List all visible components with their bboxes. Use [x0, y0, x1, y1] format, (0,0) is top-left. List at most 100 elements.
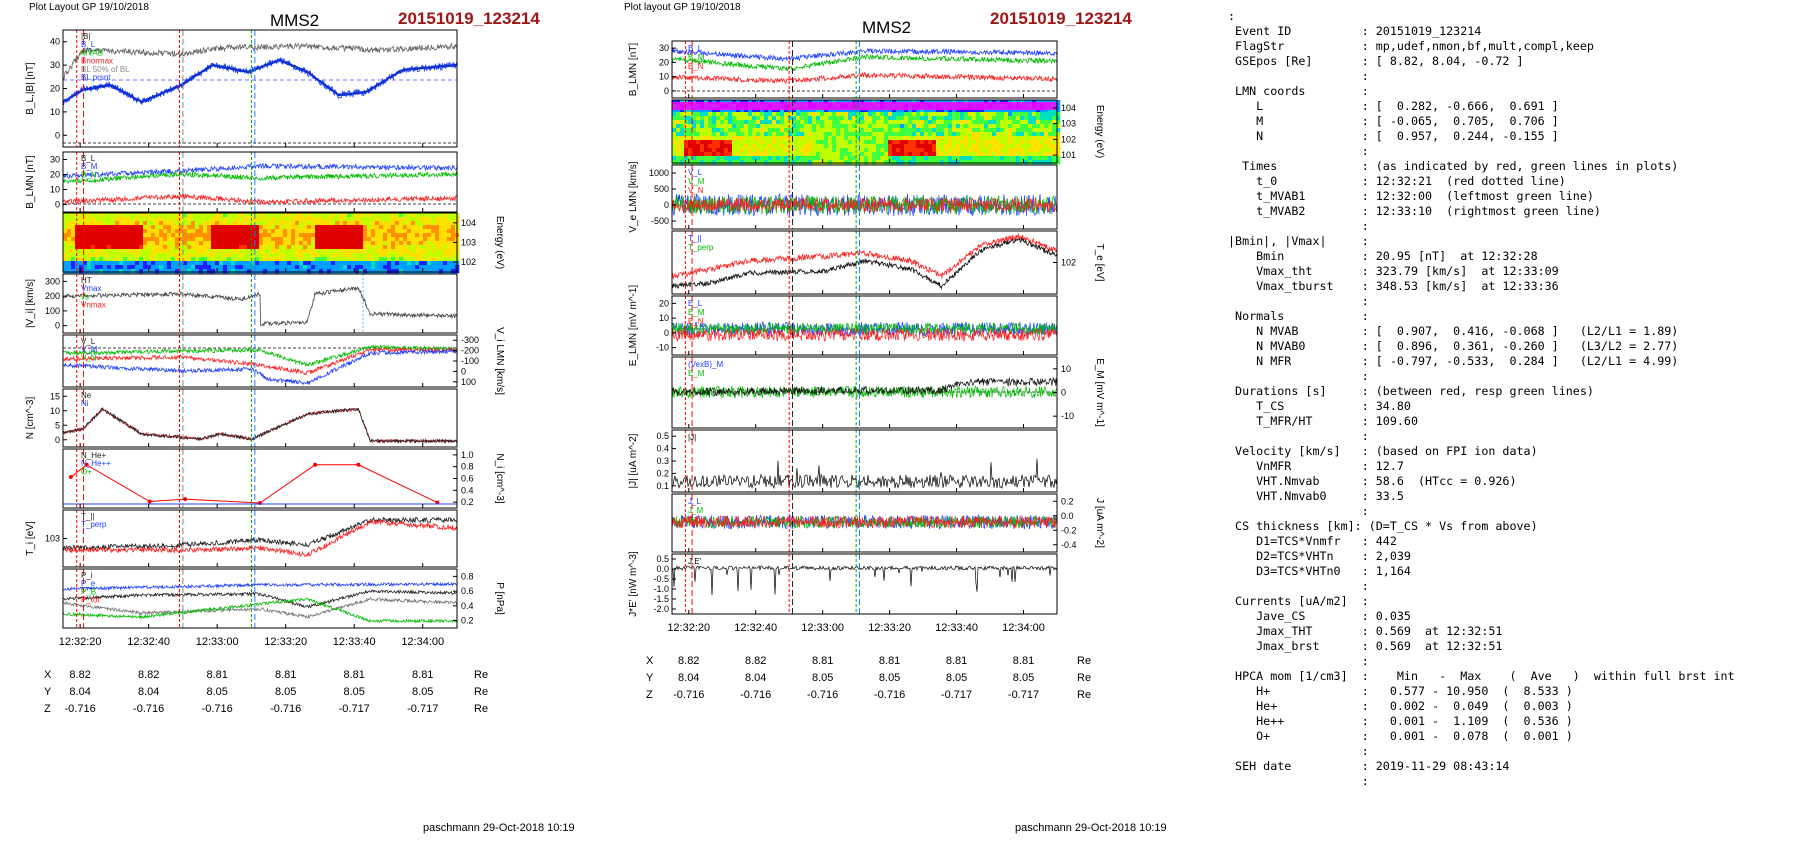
spectrogram-cell: [95, 265, 100, 270]
spectrogram-cell: [1048, 128, 1053, 133]
spectrogram-cell: [123, 261, 128, 266]
spectrogram-cell: [800, 120, 805, 125]
spectrogram-cell: [1044, 112, 1049, 117]
spectrogram-cell: [684, 144, 689, 149]
spectrogram-cell: [788, 156, 793, 161]
spectrogram-cell: [944, 120, 949, 125]
t-perp-trace: [62, 519, 458, 558]
spectrogram-cell: [828, 148, 833, 153]
spectrogram-cell: [776, 152, 781, 157]
spectrogram-cell: [812, 132, 817, 137]
spectrogram-cell: [948, 124, 953, 129]
spectrogram-cell: [303, 257, 308, 262]
spectrogram-cell: [447, 261, 452, 266]
spectrogram-cell: [824, 160, 829, 165]
spectrogram-cell: [231, 261, 236, 266]
spectrogram-cell: [1048, 120, 1053, 125]
spectrogram-cell: [239, 241, 244, 246]
spectrogram-cell: [143, 241, 148, 246]
spectrogram-cell: [247, 221, 252, 226]
spectrogram-cell: [159, 241, 164, 246]
spectrogram-cell: [323, 253, 328, 258]
spectrogram-cell: [844, 132, 849, 137]
spectrogram-cell: [451, 261, 456, 266]
spectrogram-cell: [800, 140, 805, 145]
spectrogram-cell: [267, 229, 272, 234]
spectrogram-cell: [263, 265, 268, 270]
spectrogram-cell: [736, 148, 741, 153]
spectrogram-cell: [856, 132, 861, 137]
panel-frame: [671, 493, 1058, 553]
spectrogram-cell: [291, 237, 296, 242]
spectrogram-cell: [900, 116, 905, 121]
spectrogram-cell: [339, 237, 344, 242]
spectrogram-cell: [912, 140, 917, 145]
time-tick-label: 12:32:40: [127, 636, 170, 648]
spectrogram-cell: [439, 253, 444, 258]
spectrogram-cell: [187, 237, 192, 242]
spectrogram-cell: [676, 116, 681, 121]
spectrogram-cell: [239, 221, 244, 226]
spectrogram-cell: [844, 120, 849, 125]
spectrogram-cell: [924, 128, 929, 133]
spectrogram-cell: [163, 233, 168, 238]
spectrogram-cell: [724, 112, 729, 117]
spectrogram-cell: [672, 108, 677, 113]
spectrogram-cell: [884, 132, 889, 137]
spectrogram-cell: [920, 140, 925, 145]
spectrogram-cell: [119, 249, 124, 254]
spectrogram-cell: [1048, 140, 1053, 145]
spectrogram-cell: [828, 108, 833, 113]
spectrogram-cell: [748, 140, 753, 145]
spectrogram-cell: [171, 233, 176, 238]
spectrogram-cell: [387, 253, 392, 258]
spectrogram-cell: [736, 116, 741, 121]
spectrogram-cell: [996, 124, 1001, 129]
spectrogram-cell: [952, 128, 957, 133]
spectrogram-cell: [748, 152, 753, 157]
spectrogram-cell: [960, 144, 965, 149]
spectrogram-cell: [820, 124, 825, 129]
spectrogram-cell: [1016, 112, 1021, 117]
spectrogram-cell: [107, 213, 112, 218]
spectrogram-cell: [323, 213, 328, 218]
spectrogram-cell: [95, 213, 100, 218]
spectrogram-cell: [672, 132, 677, 137]
spectrogram-cell: [752, 156, 757, 161]
spectrogram-cell: [355, 229, 360, 234]
y-axis-label: V_e LMN [km/s]: [628, 161, 639, 232]
spectrogram-cell: [391, 245, 396, 250]
spectrogram-cell: [964, 108, 969, 113]
spectrogram-cell: [824, 148, 829, 153]
spectrogram-cell: [207, 269, 212, 274]
spectrogram-cell: [936, 120, 941, 125]
spectrogram-cell: [315, 269, 320, 274]
spectrogram-cell: [852, 124, 857, 129]
spectrogram-cell: [439, 225, 444, 230]
position-value: 8.04: [678, 672, 699, 684]
spectrogram-cell: [1000, 160, 1005, 165]
spectrogram-cell: [960, 140, 965, 145]
spectrogram-cell: [407, 269, 412, 274]
spectrogram-cell: [792, 112, 797, 117]
spectrogram-cell: [708, 112, 713, 117]
spectrogram-cell: [676, 136, 681, 141]
spectrogram-cell: [111, 245, 116, 250]
spectrogram-cell: [904, 124, 909, 129]
spectrogram-cell: [135, 221, 140, 226]
legend-entry: T_||: [81, 512, 95, 521]
spectrogram-cell: [996, 160, 1001, 165]
spectrogram-cell: [103, 217, 108, 222]
spectrogram-cell: [776, 148, 781, 153]
spectrogram-cell: [359, 217, 364, 222]
spectrogram-cell: [724, 160, 729, 165]
spectrogram-cell: [291, 245, 296, 250]
spectrogram-cell: [267, 265, 272, 270]
spectrogram-cell: [259, 241, 264, 246]
spectrogram-cell: [884, 140, 889, 145]
spectrogram-cell: [700, 120, 705, 125]
spectrogram-cell: [796, 140, 801, 145]
spectrogram-cell: [760, 136, 765, 141]
spectrogram-cell: [295, 249, 300, 254]
